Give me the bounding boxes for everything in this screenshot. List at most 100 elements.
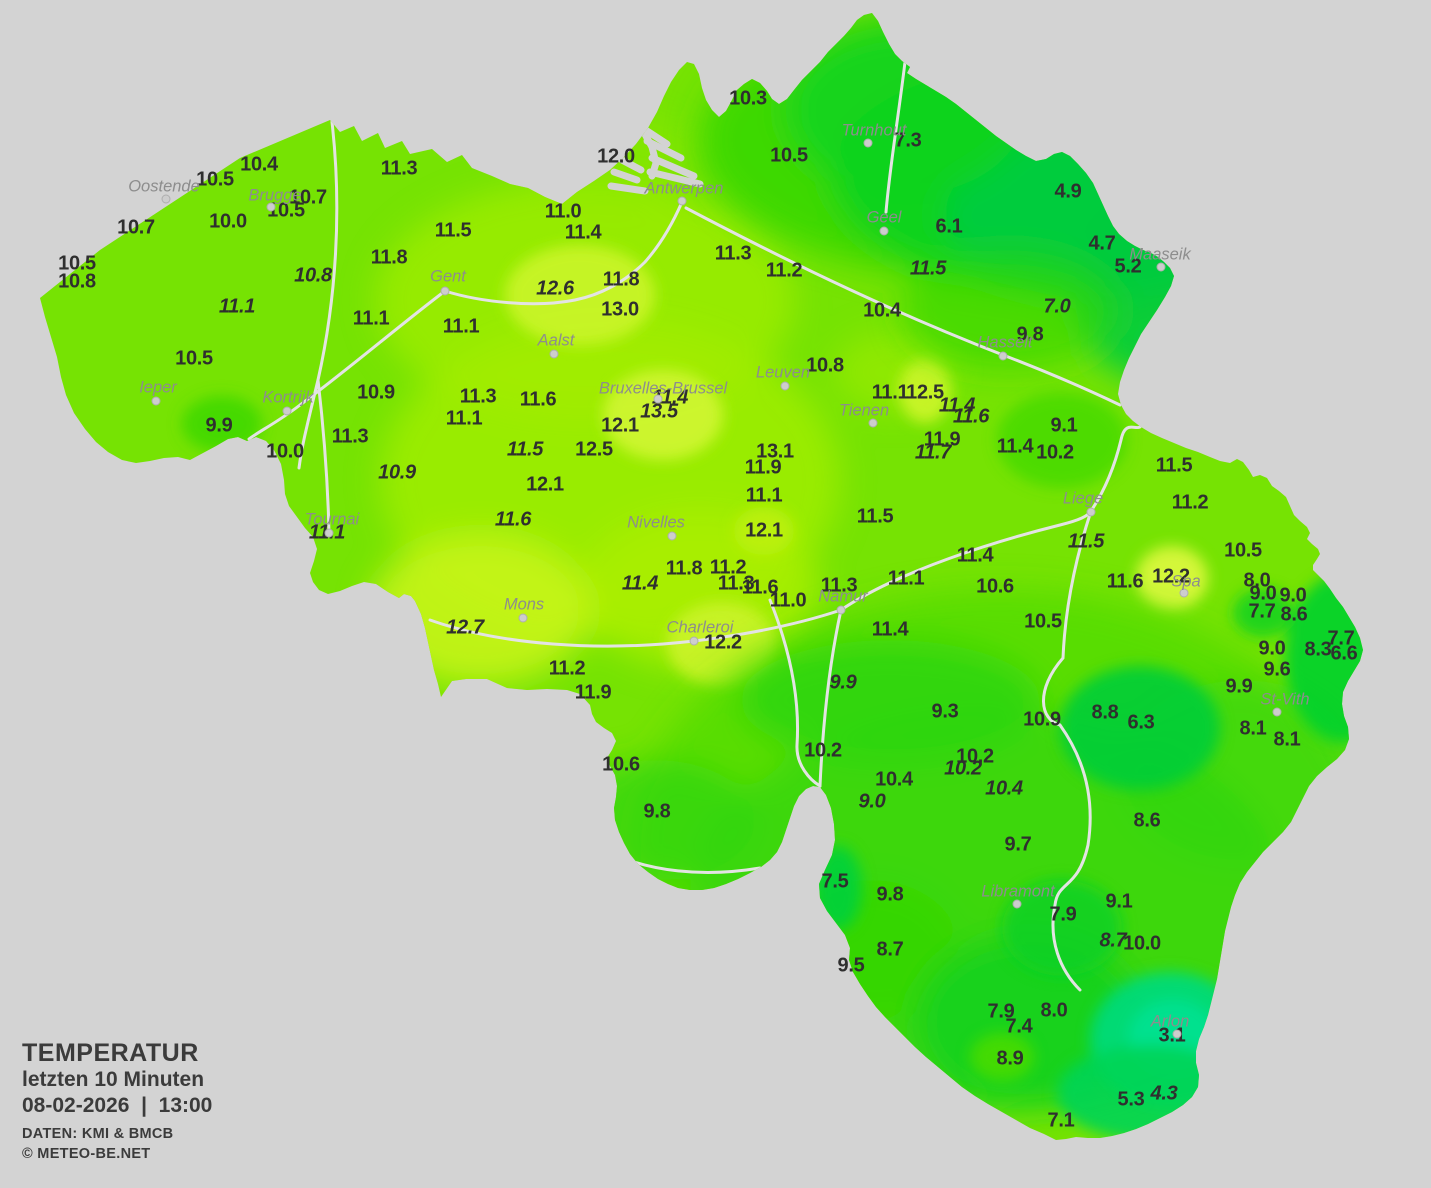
station-temperature: 12.5	[906, 381, 944, 404]
station-temperature: 10.5	[175, 347, 213, 370]
station-temperature: 8.6	[1280, 603, 1308, 626]
station-temperature: 11.2	[765, 259, 803, 282]
station-temperature: 11.3	[459, 385, 497, 408]
city-dot	[1012, 899, 1022, 909]
city-dot	[863, 138, 873, 148]
city-dot	[440, 286, 450, 296]
station-temperature: 7.0	[1043, 295, 1071, 318]
city-label: Mons	[503, 595, 545, 614]
station-temperature: 7.7	[1327, 627, 1355, 650]
station-temperature: 11.3	[714, 242, 752, 265]
station-temperature: 11.2	[1171, 491, 1209, 514]
station-temperature: 11.6	[952, 405, 990, 428]
map-data-source: DATEN: KMI & BMCB	[22, 1125, 174, 1142]
station-temperature: 6.3	[1127, 711, 1155, 734]
city-label: Tienen	[838, 401, 890, 420]
station-temperature: 12.1	[745, 519, 783, 542]
station-temperature: 11.4	[938, 394, 976, 417]
station-temperature: 10.0	[1123, 932, 1161, 955]
station-temperature: 7.9	[1049, 903, 1077, 926]
map-datetime: 08-02-2026 | 13:00	[22, 1094, 213, 1118]
station-temperature: 7.7	[1248, 600, 1276, 623]
warm-cores	[505, 245, 1208, 686]
station-temperature: 11.5	[434, 219, 472, 242]
station-temperature: 11.1	[871, 381, 909, 404]
station-temperature: 6.6	[1330, 642, 1358, 665]
station-temperature: 11.1	[745, 484, 783, 507]
station-temperature: 4.3	[1150, 1082, 1178, 1105]
city-dot	[667, 531, 677, 541]
station-temperature: 6.1	[935, 215, 963, 238]
station-temperature: 12.1	[601, 414, 639, 437]
station-temperature: 10.4	[875, 768, 913, 791]
city-dot	[151, 396, 161, 406]
station-temperature: 11.1	[887, 567, 925, 590]
city-dot	[1086, 507, 1096, 517]
station-temperature: 11.0	[769, 589, 807, 612]
station-temperature: 12.1	[526, 473, 564, 496]
station-temperature: 12.7	[446, 616, 484, 639]
station-temperature: 11.1	[442, 315, 480, 338]
city-label: Tournai	[304, 510, 360, 529]
station-temperature: 8.8	[1091, 701, 1119, 724]
station-temperature: 10.5	[196, 168, 234, 191]
city-dot	[324, 528, 334, 538]
station-temperature: 10.0	[209, 210, 247, 233]
city-dot	[780, 381, 790, 391]
station-temperature: 10.6	[976, 575, 1014, 598]
station-temperature: 10.7	[289, 186, 327, 209]
station-temperature: 11.9	[744, 456, 782, 479]
station-temperature: 9.9	[205, 414, 233, 437]
station-temperature: 11.7	[914, 441, 952, 464]
station-temperature: 11.2	[709, 556, 747, 579]
station-temperature: 10.5	[1224, 539, 1262, 562]
station-temperature: 11.1	[352, 307, 390, 330]
station-temperature: 13.1	[756, 440, 794, 463]
city-label: Aalst	[537, 331, 575, 350]
station-temperature: 8.9	[996, 1047, 1024, 1070]
station-temperature: 10.4	[240, 153, 278, 176]
station-temperature: 11.6	[741, 576, 779, 599]
station-temperature: 10.8	[806, 354, 844, 377]
station-temperature: 11.3	[380, 157, 418, 180]
station-temperature: 9.3	[931, 700, 959, 723]
city-dot	[689, 636, 699, 646]
station-temperature: 11.3	[331, 425, 369, 448]
station-temperature: 9.1	[1105, 890, 1133, 913]
station-temperature: 8.7	[876, 938, 904, 961]
city-label: Maaseik	[1129, 245, 1191, 264]
city-dot	[653, 394, 663, 404]
station-temperature: 11.2	[548, 657, 586, 680]
station-temperature: 13.5	[640, 400, 678, 423]
city-dot	[549, 349, 559, 359]
city-label: Geel	[866, 208, 902, 227]
city-dot	[879, 226, 889, 236]
city-label: Namur	[818, 587, 868, 606]
station-temperature: 11.8	[602, 268, 640, 291]
station-temperature: 9.8	[643, 800, 671, 823]
station-temperature: 9.5	[837, 954, 865, 977]
station-temperature: 11.6	[519, 388, 557, 411]
map-subtitle: letzten 10 Minuten	[22, 1068, 205, 1091]
city-dot	[868, 418, 878, 428]
station-temperature: 8.1	[1239, 717, 1267, 740]
station-temperature: 11.5	[856, 505, 894, 528]
city-label: Libramont	[981, 882, 1055, 901]
station-temperature: 7.3	[894, 129, 922, 152]
station-temperature: 11.1	[218, 295, 256, 318]
station-temperature: 9.1	[1050, 414, 1078, 437]
station-temperature: 11.3	[820, 574, 858, 597]
station-temperature: 10.6	[602, 753, 640, 776]
city-label: St-Vith	[1260, 690, 1310, 709]
station-temperature: 12.6	[536, 277, 574, 300]
station-temperature: 11.8	[665, 557, 703, 580]
station-temperature: 10.4	[985, 777, 1023, 800]
city-label: Charleroi	[666, 618, 734, 637]
city-label: Hasselt	[977, 333, 1033, 352]
city-label: Turnhout	[841, 121, 907, 140]
station-temperature: 12.2	[704, 631, 742, 654]
station-temperature: 11.5	[909, 257, 947, 280]
province-border-lines	[247, 60, 1142, 992]
